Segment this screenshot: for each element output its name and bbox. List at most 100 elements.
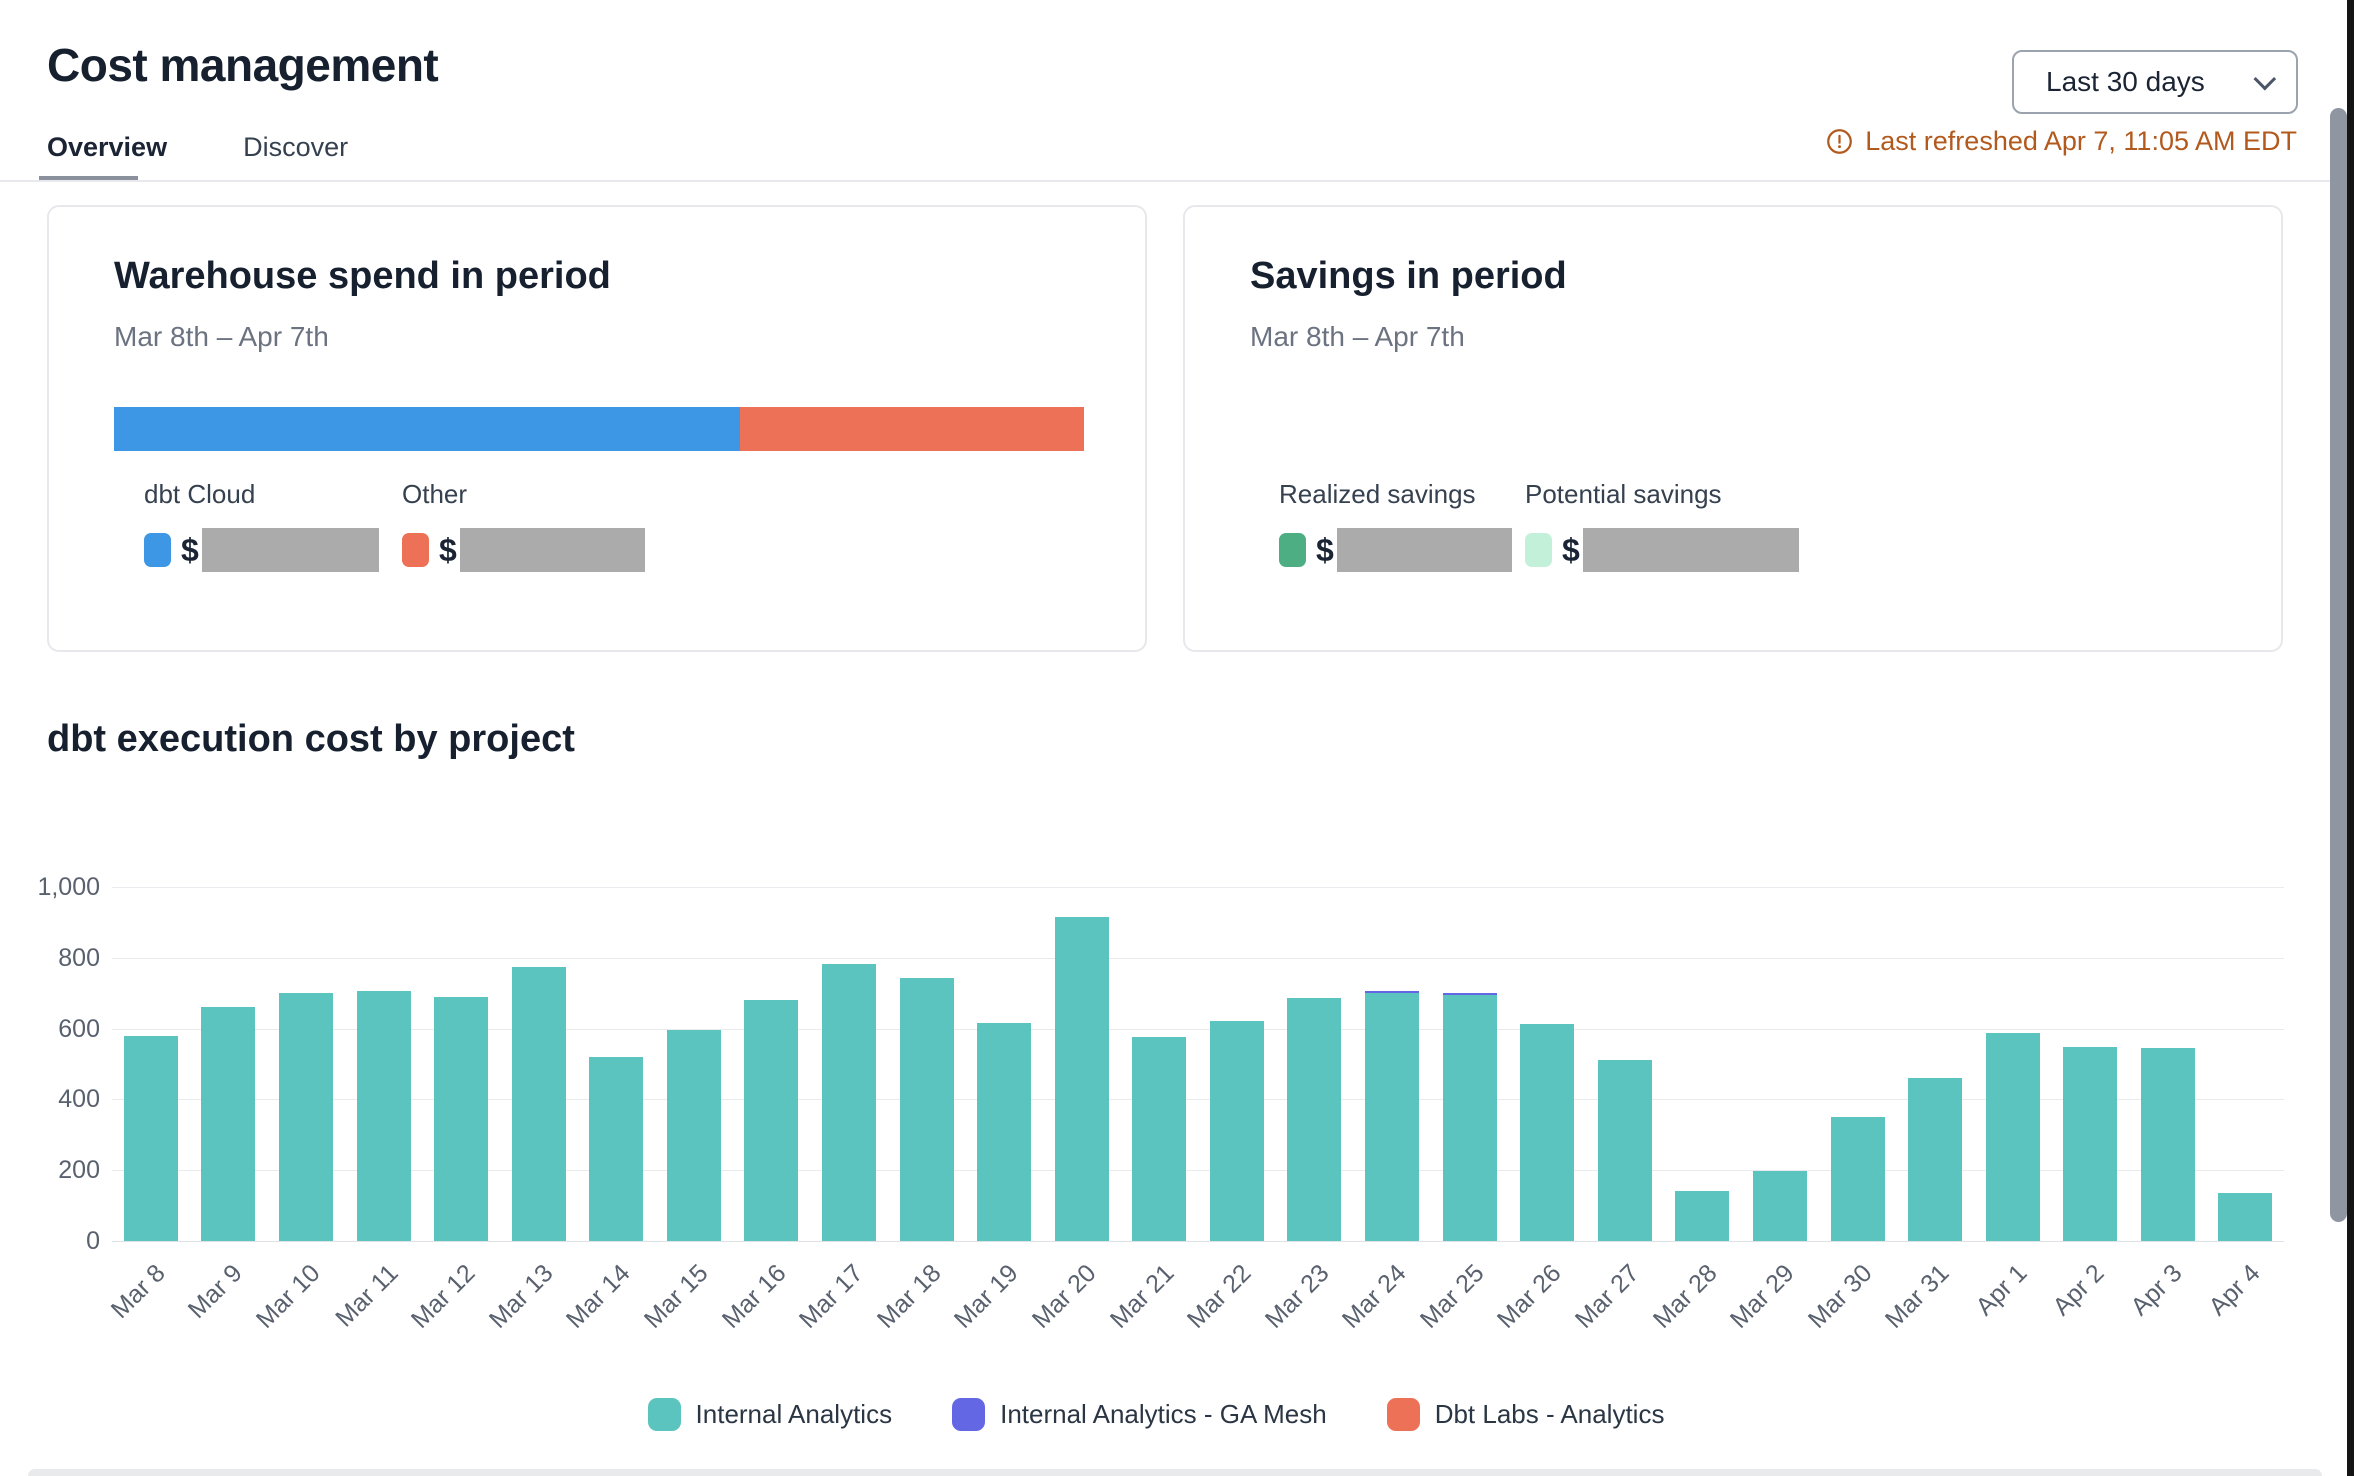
kpi-label: Other: [402, 479, 468, 509]
bar-mar-16[interactable]: [744, 1000, 799, 1241]
bar-mar-9[interactable]: [201, 1007, 256, 1241]
legend-item[interactable]: Internal Analytics - GA Mesh: [952, 1398, 1327, 1431]
bar-mar-29[interactable]: [1752, 1171, 1807, 1241]
bar-segment: [666, 1030, 721, 1241]
x-axis-label: Mar 20: [1026, 1259, 1102, 1334]
x-axis-label: Mar 29: [1724, 1259, 1800, 1334]
bar-segment: [123, 1035, 178, 1241]
bar-segment: [201, 1007, 256, 1241]
bar-mar-17[interactable]: [821, 964, 876, 1241]
spend-split-bar: [114, 407, 1084, 451]
bar-mar-21[interactable]: [1132, 1037, 1187, 1241]
bar-slot: Mar 17: [794, 887, 888, 1334]
header-divider: [0, 180, 2348, 182]
bar-segment: [1287, 997, 1342, 1241]
x-axis-label: Mar 12: [406, 1259, 481, 1334]
x-axis-label: Mar 11: [329, 1259, 404, 1333]
savings-card-title: Savings in period: [1250, 255, 1567, 297]
currency-symbol: $: [1562, 531, 1580, 568]
bar-segment: [744, 1000, 799, 1241]
x-axis-label: Mar 31: [1880, 1259, 1955, 1334]
bar-mar-31[interactable]: [1908, 1078, 1963, 1241]
bar-apr-2[interactable]: [2063, 1046, 2118, 1241]
y-axis-tick-label: 200: [58, 1156, 100, 1185]
legend-label: Internal Analytics - GA Mesh: [1000, 1399, 1327, 1429]
redacted-value: [459, 528, 645, 572]
x-axis-label: Mar 8: [105, 1259, 171, 1324]
bar-mar-13[interactable]: [511, 966, 566, 1241]
chevron-down-icon: [2253, 67, 2277, 91]
bar-slot: Mar 8: [106, 887, 190, 1324]
x-axis-label: Mar 16: [716, 1259, 792, 1334]
bar-mar-8[interactable]: [123, 1035, 178, 1241]
x-axis-label: Apr 1: [1970, 1259, 2033, 1322]
bar-mar-11[interactable]: [356, 991, 411, 1241]
bar-mar-12[interactable]: [434, 996, 489, 1241]
chart-legend: Internal Analytics Internal Analytics - G…: [0, 1398, 2312, 1431]
bar-slot: Apr 4: [2203, 887, 2285, 1321]
bar-slot: Mar 23: [1259, 887, 1354, 1334]
bar-mar-30[interactable]: [1830, 1117, 1885, 1241]
y-axis-tick-label: 400: [58, 1085, 100, 1114]
bar-slot: Mar 27: [1570, 887, 1664, 1334]
vertical-scrollbar[interactable]: [2330, 108, 2347, 1222]
tab-discover[interactable]: Discover: [243, 132, 349, 162]
x-axis-label: Mar 19: [949, 1259, 1024, 1334]
bar-mar-25[interactable]: [1442, 992, 1497, 1241]
bar-segment: [2063, 1046, 2118, 1241]
kpi-label: Potential savings: [1525, 479, 1722, 509]
bar-slot: Mar 29: [1725, 887, 1819, 1334]
bar-mar-19[interactable]: [977, 1022, 1032, 1241]
bar-segment: [1830, 1117, 1885, 1241]
kpi-realized-savings: Realized savings $: [1279, 479, 1512, 572]
redacted-value: [201, 528, 379, 572]
bar-mar-24[interactable]: [1365, 991, 1420, 1241]
gridline: [112, 1099, 2284, 1101]
bar-mar-23[interactable]: [1287, 997, 1342, 1241]
bar-segment: [2218, 1192, 2273, 1241]
bar-segment: [1365, 993, 1420, 1241]
x-axis-label: Mar 9: [183, 1259, 249, 1324]
legend-item[interactable]: Internal Analytics: [647, 1398, 892, 1431]
bar-slot: Mar 13: [484, 887, 578, 1334]
active-tab-underline: [39, 176, 138, 181]
bar-slot: Mar 24: [1337, 887, 1431, 1334]
bar-mar-14[interactable]: [589, 1056, 644, 1241]
bar-slot: Mar 16: [716, 887, 811, 1334]
bar-mar-20[interactable]: [1054, 917, 1109, 1241]
legend-item[interactable]: Dbt Labs - Analytics: [1386, 1398, 1665, 1431]
x-axis-label: Mar 27: [1569, 1259, 1645, 1334]
legend-swatch: [952, 1398, 986, 1431]
bar-segment: [1520, 1024, 1575, 1241]
bar-mar-15[interactable]: [666, 1030, 721, 1241]
y-axis-tick-label: 600: [58, 1014, 100, 1043]
bar-mar-22[interactable]: [1209, 1020, 1264, 1241]
x-axis-label: Mar 18: [871, 1259, 947, 1334]
spend-segment-dbt-cloud[interactable]: [114, 407, 740, 451]
bar-mar-26[interactable]: [1520, 1024, 1575, 1241]
bar-slot: Mar 18: [872, 887, 966, 1334]
bar-apr-3[interactable]: [2140, 1048, 2195, 1241]
bar-mar-28[interactable]: [1675, 1190, 1730, 1241]
bar-segment: [1132, 1037, 1187, 1241]
alert-circle-icon: [1827, 129, 1853, 154]
bar-segment: [1442, 994, 1497, 1241]
potential-savings-swatch: [1525, 533, 1552, 567]
x-axis-label: Apr 2: [2047, 1259, 2111, 1322]
currency-symbol: $: [1316, 531, 1334, 568]
bar-apr-1[interactable]: [1985, 1032, 2040, 1241]
legend-label: Dbt Labs - Analytics: [1434, 1399, 1665, 1429]
bar-mar-18[interactable]: [899, 978, 954, 1241]
bar-segment: [278, 993, 333, 1241]
kpi-dbt-cloud: dbt Cloud $: [144, 479, 379, 572]
bar-mar-10[interactable]: [278, 993, 333, 1241]
date-range-dropdown[interactable]: Last 30 days: [2012, 50, 2298, 114]
bar-segment: [1442, 992, 1497, 995]
bar-apr-4[interactable]: [2218, 1192, 2273, 1241]
bar-slot: Mar 26: [1492, 887, 1586, 1334]
bar-slot: Mar 20: [1027, 887, 1121, 1334]
kpi-other: Other $: [402, 479, 645, 572]
spend-segment-other[interactable]: [739, 407, 1084, 451]
bar-mar-27[interactable]: [1597, 1060, 1652, 1241]
tab-overview[interactable]: Overview: [47, 132, 168, 162]
